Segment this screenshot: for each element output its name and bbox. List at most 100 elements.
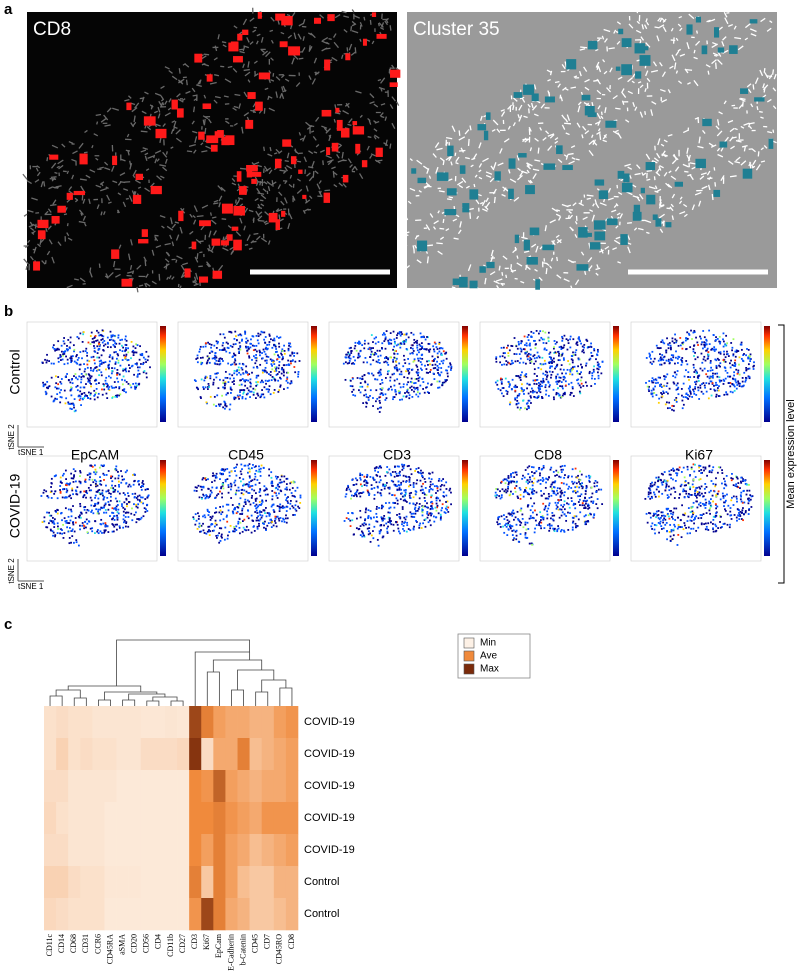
cell-outline [176, 255, 183, 260]
cell-point [417, 379, 420, 382]
cell-point [717, 351, 720, 354]
cell-point [501, 392, 503, 395]
cell-point [410, 385, 413, 388]
cell-point [102, 335, 105, 338]
cell-point [560, 396, 563, 398]
cell-point [228, 531, 231, 533]
cell-outline [313, 57, 318, 64]
cell-outline [552, 239, 555, 246]
cell-outline [768, 74, 773, 80]
cell-point [442, 362, 444, 365]
cell-point [194, 380, 197, 382]
cell-point [673, 342, 676, 344]
cell-outline [561, 124, 566, 130]
cell-point [659, 357, 662, 360]
cell-point [112, 517, 114, 520]
cell-point [737, 371, 740, 374]
cell-point [748, 357, 751, 360]
cell-outline [772, 87, 777, 92]
cell-point [571, 361, 574, 364]
cell-point [241, 397, 244, 400]
cell-outline [716, 59, 723, 65]
cell [583, 232, 592, 237]
cell-point [407, 372, 410, 375]
cell-point [367, 399, 370, 401]
cell [112, 155, 118, 166]
cell-point [265, 355, 268, 358]
cell-point [275, 351, 277, 353]
cell-point [698, 398, 701, 400]
plot-frame [26, 455, 158, 562]
cell-point [103, 529, 106, 532]
cell-point [417, 357, 419, 360]
cell-point [572, 366, 574, 369]
cell-point [524, 407, 526, 410]
cell-outline [287, 222, 291, 230]
cell-point [523, 389, 525, 391]
cell-outline [319, 149, 325, 153]
cell-point [535, 329, 538, 332]
cell-point [227, 342, 229, 345]
cell-point [285, 510, 288, 512]
cell-outline [631, 80, 635, 84]
cell-point [419, 348, 421, 351]
cell-outline [684, 170, 689, 173]
cell-point [716, 372, 719, 375]
cell-outline [263, 181, 268, 185]
cell-point [66, 489, 69, 492]
cell-point [714, 384, 717, 387]
cell-point [359, 355, 361, 358]
cell-outline [267, 153, 273, 157]
cell-outline [512, 248, 518, 254]
cell-point [393, 356, 396, 359]
cell-point [666, 407, 669, 410]
cell-outline [547, 78, 551, 82]
cell-point [76, 493, 79, 496]
cell-point [114, 507, 117, 509]
cell-point [217, 387, 220, 390]
cell-point [658, 347, 661, 350]
cell-point [115, 342, 118, 345]
cell-outline [244, 71, 251, 77]
cell-point [130, 386, 133, 389]
cell-point [708, 343, 711, 345]
cell-point [687, 376, 689, 378]
cell-point [204, 386, 207, 389]
cell-point [121, 378, 123, 381]
cell-point [79, 471, 82, 474]
cell-outline [264, 222, 269, 225]
cell-point [671, 404, 674, 407]
cell [617, 170, 625, 179]
cell-point [396, 368, 399, 371]
cell-point [507, 344, 509, 347]
cell-point [722, 359, 725, 361]
cell-outline [727, 119, 734, 124]
cell-point [712, 334, 715, 337]
cell-point [292, 359, 294, 362]
cell-outline [169, 234, 173, 240]
cell-outline [472, 153, 478, 160]
cell-point [685, 348, 687, 351]
cell-point [141, 496, 144, 499]
cell-point [384, 338, 387, 341]
cell-point [70, 355, 73, 358]
cell-point [294, 360, 297, 363]
cell [376, 33, 387, 39]
cell-outline [537, 147, 540, 154]
cell-point [385, 397, 388, 400]
cell-point [692, 350, 695, 353]
cell-point [232, 343, 235, 346]
cell-point [358, 340, 360, 343]
cell-point [361, 375, 364, 378]
cell-point [529, 390, 532, 393]
cell-outline [489, 271, 496, 276]
cell-point [112, 339, 115, 342]
cell-point [138, 483, 140, 486]
cell-point [662, 356, 665, 359]
cell-outline [639, 111, 644, 118]
cell-point [255, 334, 258, 337]
cell-point [693, 355, 695, 357]
cell-point [273, 363, 276, 365]
cell-point [748, 375, 751, 378]
cell-point [232, 355, 235, 358]
